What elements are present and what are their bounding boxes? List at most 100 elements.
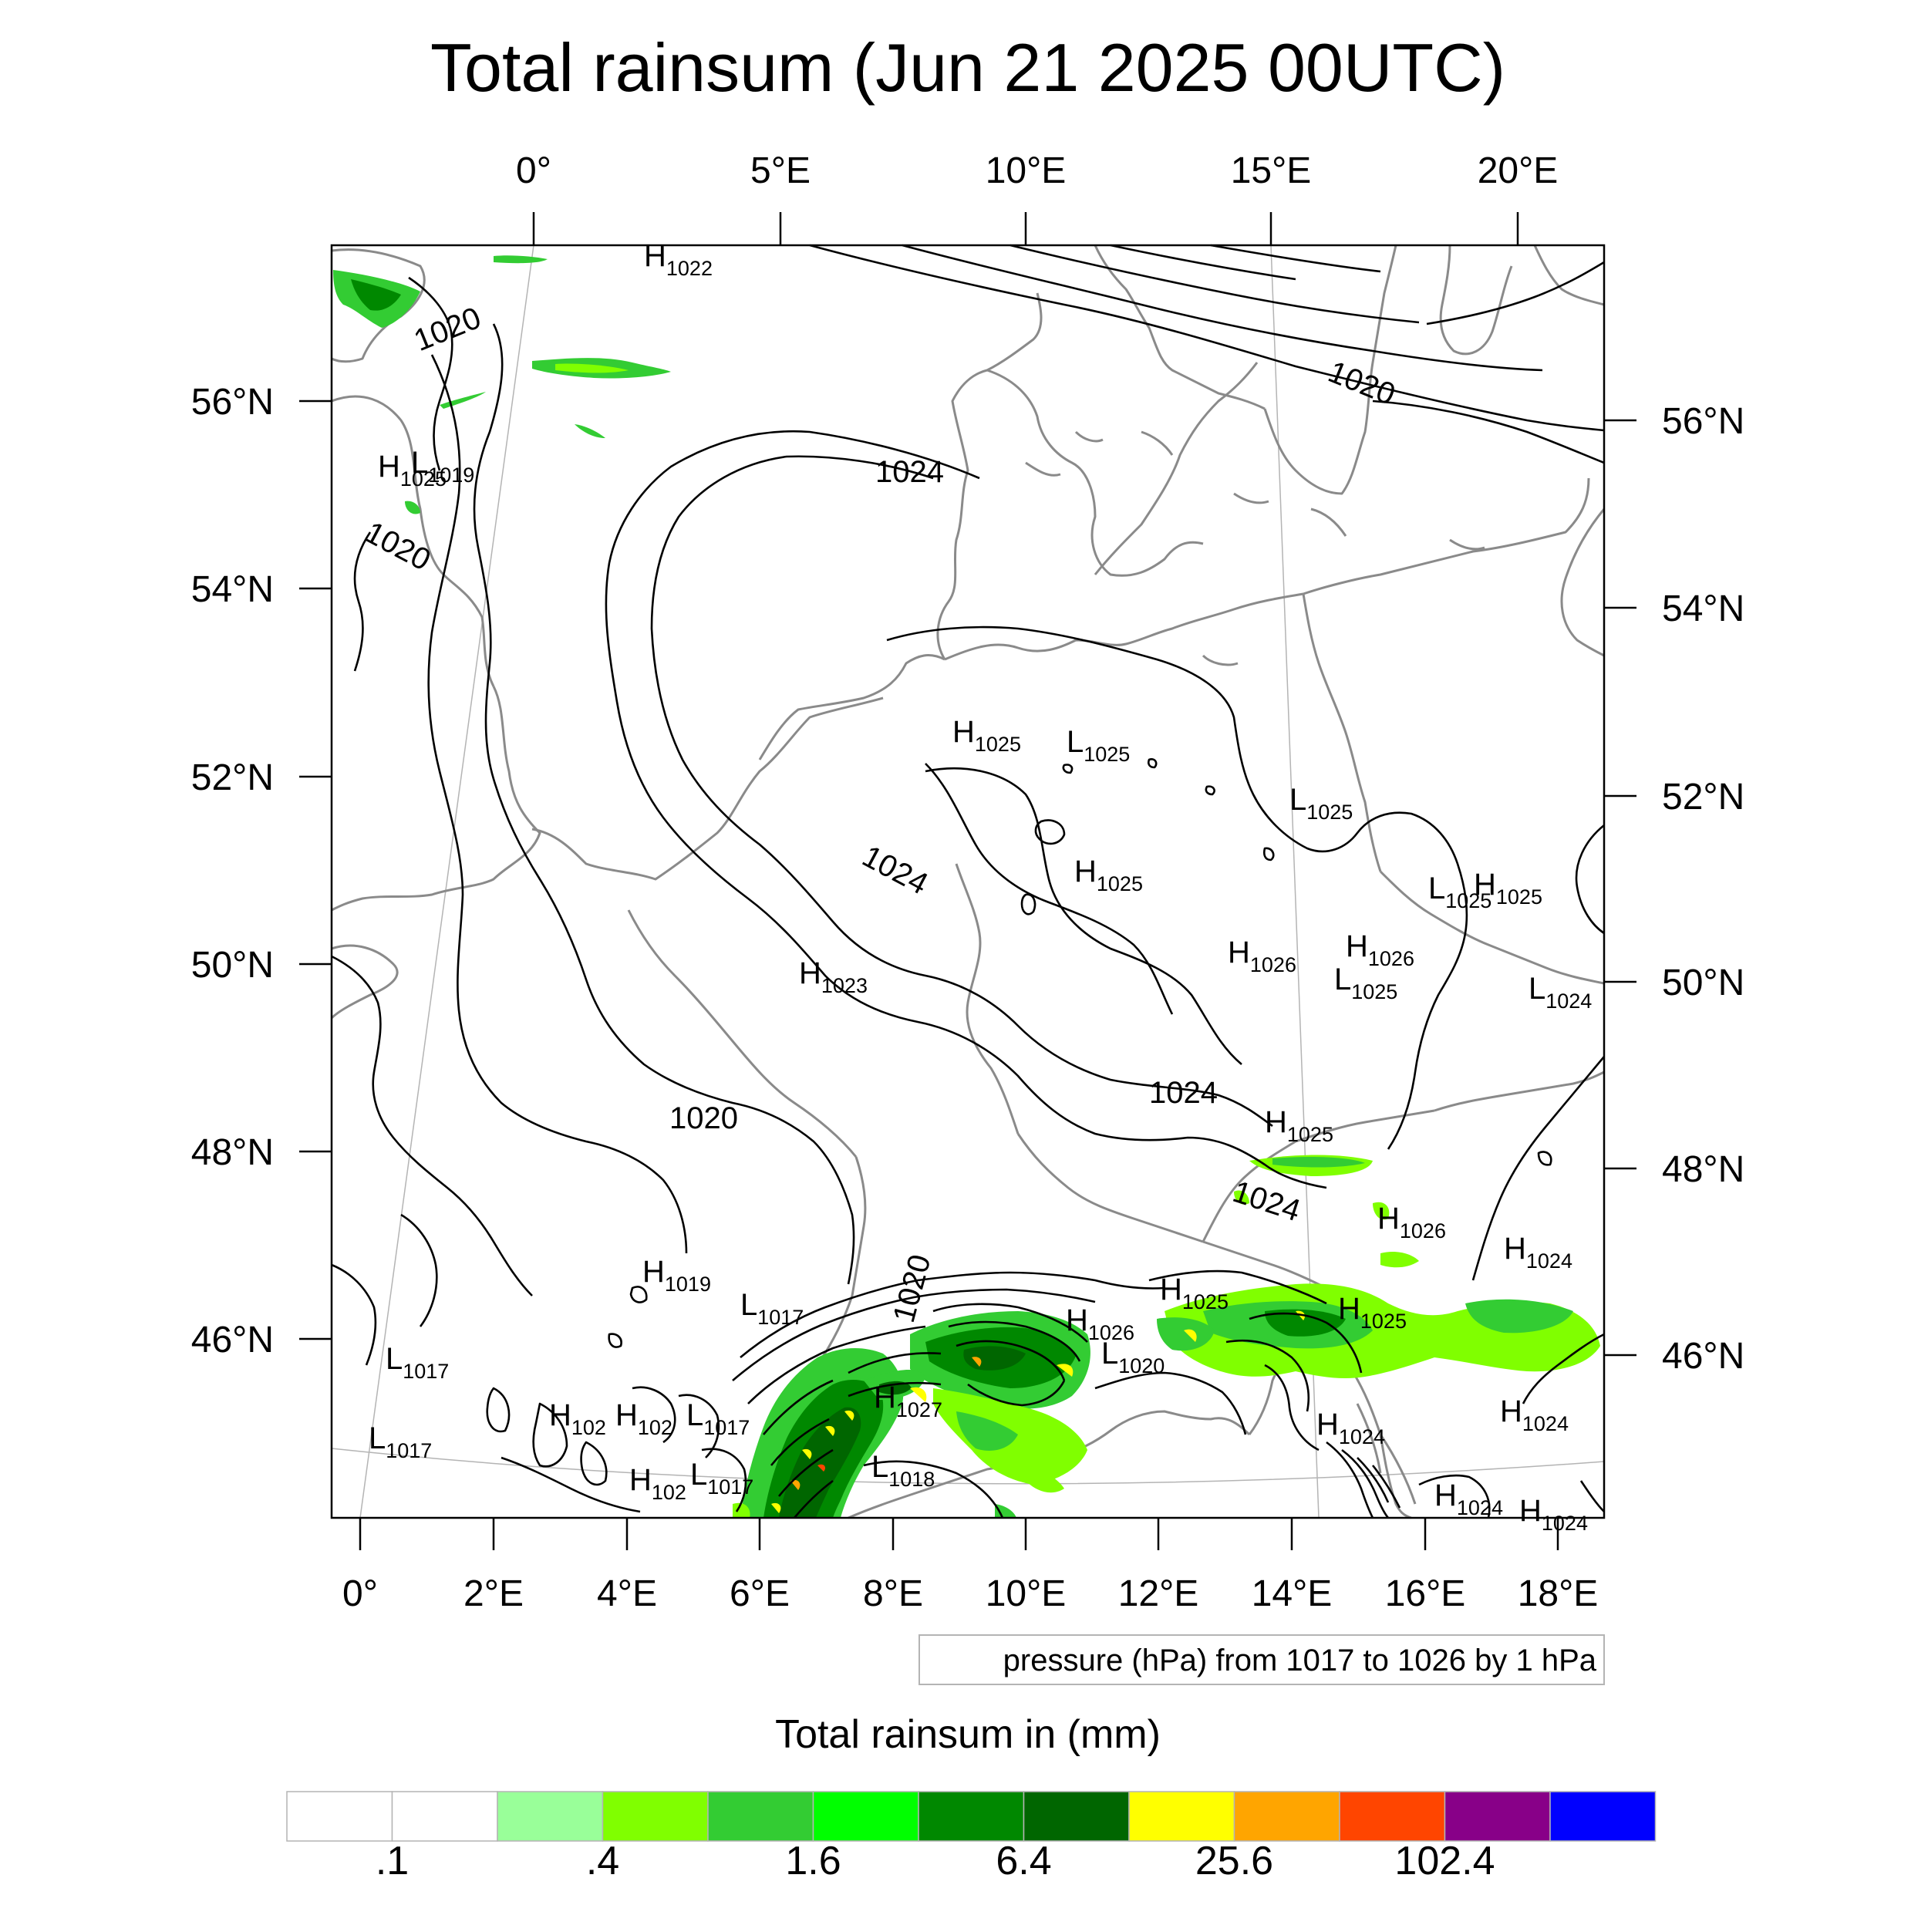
- bottom-lon-label: 6°E: [730, 1573, 790, 1614]
- colorbar-label: 6.4: [996, 1839, 1051, 1883]
- colorbar-label: 102.4: [1394, 1839, 1495, 1883]
- high-pressure-label: H1024: [1434, 1479, 1503, 1519]
- left-lat-label: 46°N: [191, 1320, 274, 1360]
- high-pressure-label: H102: [549, 1398, 606, 1439]
- colorbar-swatch: [918, 1791, 1025, 1842]
- top-lon-label: 20°E: [1478, 150, 1559, 191]
- low-pressure-label: L1018: [871, 1450, 935, 1491]
- isobar-label: 1020: [669, 1101, 738, 1135]
- low-pressure-label: L1017: [686, 1398, 750, 1439]
- low-pressure-label: L1020: [1101, 1337, 1165, 1377]
- low-pressure-label: L1024: [1529, 972, 1592, 1013]
- colorbar-swatch: [1339, 1791, 1446, 1842]
- high-pressure-label: H1025: [1074, 855, 1143, 895]
- top-lon-label: 15°E: [1231, 150, 1312, 191]
- low-pressure-label: L1017: [740, 1288, 804, 1329]
- contour-info-text: pressure (hPa) from 1017 to 1026 by 1 hP…: [1003, 1644, 1597, 1677]
- bottom-lon-label: 10°E: [986, 1573, 1067, 1614]
- colorbar-label: 1.6: [785, 1839, 841, 1883]
- left-latitude-axis: 56°N 54°N 52°N 50°N 48°N 46°N: [191, 382, 332, 1360]
- high-pressure-label: H102: [615, 1398, 672, 1439]
- colorbar-swatch: [602, 1791, 709, 1842]
- left-lat-label: 54°N: [191, 569, 274, 610]
- colorbar-swatch: [812, 1791, 919, 1842]
- high-pressure-label: H1027: [874, 1381, 942, 1421]
- high-pressure-label: H1024: [1519, 1494, 1588, 1535]
- high-pressure-label: H1026: [1066, 1303, 1134, 1344]
- colorbar-swatch: [1023, 1791, 1130, 1842]
- colorbar-swatch: [497, 1791, 604, 1842]
- bottom-longitude-axis: 0° 2°E 4°E 6°E 8°E 10°E 12°E 14°E 16°E 1…: [342, 1518, 1598, 1614]
- isobars: [331, 244, 1605, 1519]
- right-latitude-axis: 56°N 54°N 52°N 50°N 48°N 46°N: [1604, 401, 1744, 1377]
- contour-info-box: pressure (hPa) from 1017 to 1026 by 1 hP…: [918, 1634, 1605, 1685]
- isobar-label: 1024: [875, 455, 944, 489]
- high-pressure-label: H1023: [799, 956, 868, 997]
- bottom-lon-label: 2°E: [463, 1573, 524, 1614]
- high-pressure-label: H1025: [1338, 1292, 1407, 1333]
- colorbar-label: .4: [586, 1839, 619, 1883]
- left-lat-label: 56°N: [191, 382, 274, 423]
- left-lat-label: 50°N: [191, 945, 274, 986]
- right-lat-label: 46°N: [1662, 1336, 1744, 1377]
- map-panel: [330, 244, 1606, 1519]
- bottom-lon-label: 18°E: [1518, 1573, 1599, 1614]
- colorbar-labels: .1 .4 1.6 6.4 25.6 102.4: [376, 1839, 1495, 1883]
- high-pressure-label: H1024: [1316, 1408, 1385, 1448]
- colorbar: [286, 1791, 1657, 1842]
- colorbar-swatch: [1233, 1791, 1340, 1842]
- right-lat-label: 50°N: [1662, 963, 1744, 1003]
- low-pressure-label: L1025: [1428, 872, 1492, 912]
- precipitation-shading: [333, 255, 1600, 1518]
- colorbar-label: 25.6: [1195, 1839, 1273, 1883]
- left-lat-label: 48°N: [191, 1132, 274, 1173]
- low-pressure-label: L1025: [1289, 783, 1353, 824]
- left-lat-label: 52°N: [191, 757, 274, 798]
- high-pressure-label: H1025: [952, 715, 1021, 756]
- colorbar-swatch: [391, 1791, 498, 1842]
- low-pressure-label: L1017: [369, 1421, 432, 1462]
- colorbar-title: Total rainsum in (mm): [775, 1712, 1161, 1757]
- bottom-lon-label: 4°E: [597, 1573, 657, 1614]
- high-pressure-label: H1025: [1474, 868, 1542, 909]
- map-title: Total rainsum (Jun 21 2025 00UTC): [430, 29, 1505, 106]
- top-longitude-axis: 0° 5°E 10°E 15°E 20°E: [516, 150, 1558, 245]
- bottom-lon-label: 16°E: [1385, 1573, 1466, 1614]
- high-pressure-label: H1024: [1504, 1232, 1572, 1273]
- low-pressure-label: L1019: [411, 446, 474, 487]
- top-lon-label: 10°E: [986, 150, 1067, 191]
- high-pressure-label: H1019: [642, 1255, 711, 1296]
- low-pressure-label: L1025: [1067, 725, 1130, 766]
- high-pressure-label: H1022: [644, 239, 713, 280]
- right-lat-label: 48°N: [1662, 1149, 1744, 1190]
- high-pressure-label: H1026: [1377, 1202, 1446, 1242]
- colorbar-swatch: [286, 1791, 393, 1842]
- right-lat-label: 54°N: [1662, 588, 1744, 629]
- isobar-label: 1024: [1149, 1076, 1218, 1110]
- high-pressure-label: H1026: [1346, 929, 1414, 970]
- top-lon-label: 5°E: [750, 150, 811, 191]
- bottom-lon-label: 12°E: [1118, 1573, 1199, 1614]
- high-pressure-label: H1025: [1160, 1273, 1229, 1313]
- high-pressure-label: H102: [629, 1463, 686, 1504]
- high-pressure-label: H1026: [1228, 936, 1296, 976]
- colorbar-swatch: [707, 1791, 814, 1842]
- high-pressure-label: H1025: [378, 450, 447, 491]
- high-pressure-label: H1025: [1265, 1105, 1333, 1146]
- top-lon-label: 0°: [516, 150, 551, 191]
- right-lat-label: 52°N: [1662, 777, 1744, 818]
- bottom-lon-label: 14°E: [1252, 1573, 1333, 1614]
- map-frame: [330, 244, 1606, 1519]
- right-lat-label: 56°N: [1662, 401, 1744, 442]
- low-pressure-label: L1025: [1334, 963, 1397, 1003]
- bottom-lon-label: 0°: [342, 1573, 378, 1614]
- low-pressure-label: L1017: [690, 1458, 753, 1499]
- bottom-lon-label: 8°E: [863, 1573, 923, 1614]
- colorbar-swatch: [1128, 1791, 1235, 1842]
- high-pressure-label: H1024: [1500, 1394, 1569, 1435]
- colorbar-label: .1: [376, 1839, 409, 1883]
- low-pressure-label: L1017: [386, 1342, 449, 1383]
- colorbar-swatch: [1444, 1791, 1551, 1842]
